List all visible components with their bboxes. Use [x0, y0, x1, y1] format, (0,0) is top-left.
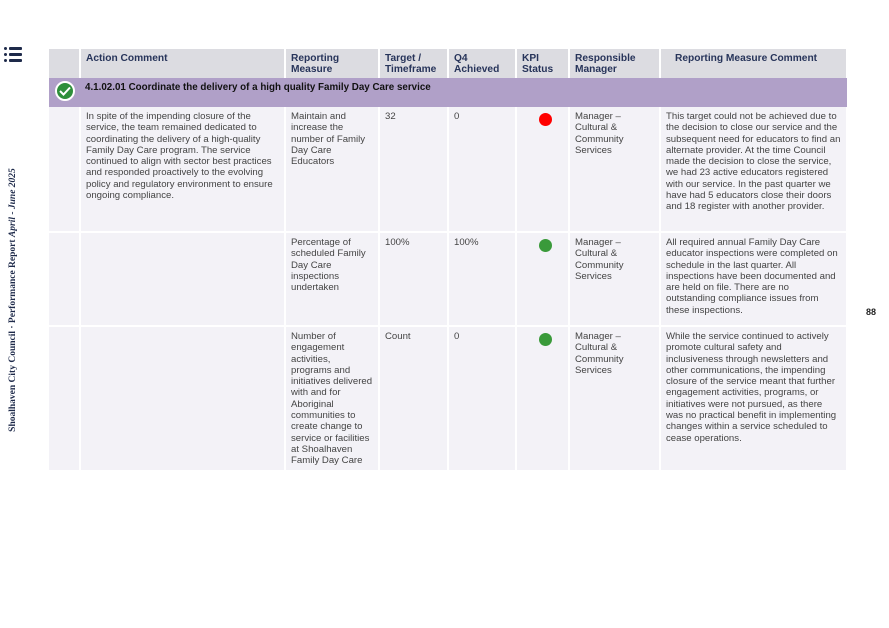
responsible-manager-cell: Manager – Cultural & Community Services	[569, 232, 661, 327]
measure-comment-cell: While the service continued to actively …	[660, 326, 848, 472]
list-icon[interactable]	[4, 47, 22, 63]
target-cell: 32	[379, 107, 449, 233]
kpi-status-green-icon	[539, 333, 552, 346]
table-row: In spite of the impending closure of the…	[49, 107, 848, 233]
q4-achieved-cell: 0	[448, 107, 517, 233]
check-circle-icon	[54, 81, 75, 101]
action-comment-cell	[80, 326, 286, 472]
measure-comment-cell: This target could not be achieved due to…	[660, 107, 848, 233]
kpi-status-red-icon	[539, 113, 552, 126]
header-q4-achieved: Q4 Achieved	[448, 49, 517, 78]
table-row: Percentage of scheduled Family Day Care …	[49, 232, 848, 327]
reporting-measure-cell: Maintain and increase the number of Fami…	[285, 107, 380, 233]
header-responsible-manager: Responsible Manager	[569, 49, 661, 78]
side-label: Shoalhaven City Council · Performance Re…	[2, 165, 24, 435]
action-title-row: 4.1.02.01 Coordinate the delivery of a h…	[49, 78, 847, 107]
action-title: 4.1.02.01 Coordinate the delivery of a h…	[80, 78, 847, 107]
reporting-measure-cell: Percentage of scheduled Family Day Care …	[285, 232, 380, 327]
performance-table: Action Comment Reporting Measure Target …	[49, 49, 848, 472]
action-comment-cell: In spite of the impending closure of the…	[80, 107, 286, 233]
table-row: Number of engagement activities, program…	[49, 326, 848, 472]
q4-achieved-cell: 0	[448, 326, 517, 472]
empty-cell	[49, 232, 81, 327]
header-measure-comment: Reporting Measure Comment	[660, 49, 848, 78]
empty-cell	[49, 326, 81, 472]
header-kpi-status: KPI Status	[516, 49, 570, 78]
empty-cell	[49, 107, 81, 233]
kpi-status-cell	[516, 107, 570, 233]
header-row: Action Comment Reporting Measure Target …	[49, 49, 848, 78]
action-comment-cell	[80, 232, 286, 327]
target-cell: Count	[379, 326, 449, 472]
responsible-manager-cell: Manager – Cultural & Community Services	[569, 107, 661, 233]
responsible-manager-cell: Manager – Cultural & Community Services	[569, 326, 661, 472]
q4-achieved-cell: 100%	[448, 232, 517, 327]
page-number: 88	[866, 307, 877, 317]
header-reporting-measure: Reporting Measure	[285, 49, 380, 78]
kpi-status-cell	[516, 326, 570, 472]
kpi-status-cell	[516, 232, 570, 327]
measure-comment-cell: All required annual Family Day Care educ…	[660, 232, 848, 327]
target-cell: 100%	[379, 232, 449, 327]
kpi-status-green-icon	[539, 239, 552, 252]
reporting-measure-cell: Number of engagement activities, program…	[285, 326, 380, 472]
header-action-comment: Action Comment	[80, 49, 286, 78]
report-period: April - June 2025	[8, 168, 18, 238]
header-target: Target / Timeframe	[379, 49, 449, 78]
report-name: Shoalhaven City Council · Performance Re…	[8, 239, 18, 432]
